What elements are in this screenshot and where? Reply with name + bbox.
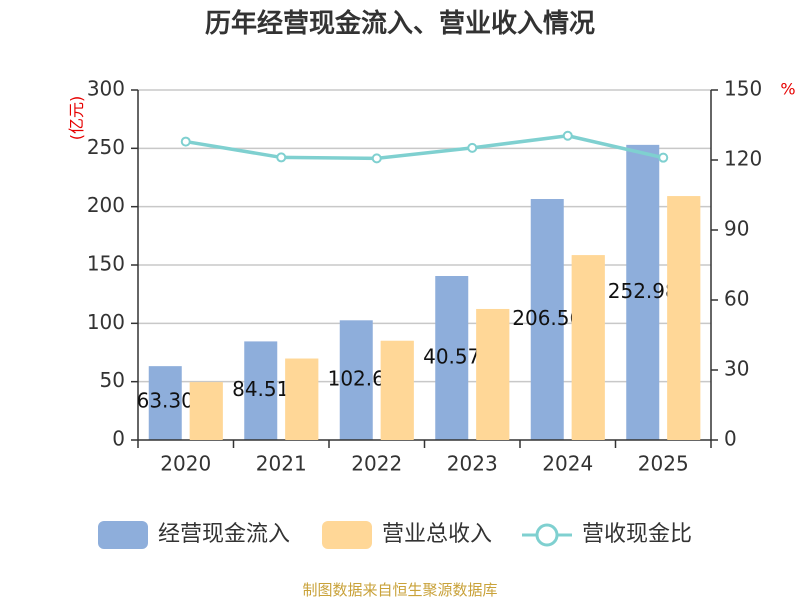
ratio-point xyxy=(658,152,669,163)
left-tick-label: 50 xyxy=(100,368,125,392)
left-tick-label: 150 xyxy=(87,252,125,276)
legend-swatch-revenue xyxy=(322,521,372,549)
legend-swatch-cash-inflow xyxy=(98,521,148,549)
left-tick-label: 0 xyxy=(112,427,125,451)
ratio-point xyxy=(467,142,478,153)
bar-data-label: 40.57 xyxy=(423,345,480,369)
x-tick-label: 2020 xyxy=(160,452,211,476)
bar-cash-inflow xyxy=(626,144,660,440)
ratio-point xyxy=(371,153,382,164)
legend-label-revenue: 营业总收入 xyxy=(382,522,492,547)
bar-revenue-overlay xyxy=(667,196,701,440)
left-axis-unit: (亿元) xyxy=(67,96,86,141)
bar-data-label: 206.56 xyxy=(512,306,582,330)
left-tick-label: 250 xyxy=(87,135,125,159)
left-tick-label: 100 xyxy=(87,310,125,334)
ratio-point xyxy=(562,130,573,141)
right-axis-unit: % xyxy=(780,80,795,99)
source-note: 制图数据来自恒生聚源数据库 xyxy=(302,581,497,599)
bar-revenue-overlay xyxy=(189,382,223,440)
right-tick-label: 30 xyxy=(724,357,749,381)
chart-title: 历年经营现金流入、营业收入情况 xyxy=(205,8,595,39)
grid-lines xyxy=(138,89,711,383)
right-tick-label: 0 xyxy=(724,427,737,451)
right-tick-label: 150 xyxy=(724,77,762,101)
bar-cash-inflow xyxy=(435,276,469,440)
bar-data-label: 102.6 xyxy=(328,367,385,391)
x-tick-label: 2022 xyxy=(351,452,402,476)
legend-marker-ratio xyxy=(535,523,559,547)
bar-cash-inflow xyxy=(244,341,278,440)
legend: 经营现金流入 营业总收入 营收现金比 xyxy=(98,521,692,549)
bar-data-label: 252.98 xyxy=(608,279,678,303)
left-tick-label: 200 xyxy=(87,193,125,217)
bar-revenue-overlay xyxy=(476,308,510,440)
bar-data-label: 84.51 xyxy=(232,377,289,401)
legend-label-cash-inflow: 经营现金流入 xyxy=(158,522,290,547)
bar-cash-inflow xyxy=(530,199,564,440)
bar-data-label: 63.30 xyxy=(137,389,194,413)
x-tick-label: 2025 xyxy=(638,452,689,476)
right-tick-label: 60 xyxy=(724,287,749,311)
x-tick-label: 2023 xyxy=(447,452,498,476)
bar-cash-inflow xyxy=(339,320,373,440)
left-tick-label: 300 xyxy=(87,77,125,101)
bar-revenue-overlay xyxy=(285,358,319,440)
right-tick-label: 90 xyxy=(724,217,749,241)
legend-label-ratio: 营收现金比 xyxy=(582,522,692,547)
ratio-line xyxy=(180,130,669,164)
data-labels: 63.30 84.51 102.6 40.57 206.56 252.98 xyxy=(137,196,701,440)
ratio-point xyxy=(276,152,287,163)
ratio-line-path xyxy=(185,133,664,161)
x-tick-label: 2024 xyxy=(542,452,593,476)
right-tick-label: 120 xyxy=(724,147,762,171)
bar-revenue-overlay xyxy=(571,255,605,440)
axes: 0 50 100 150 200 250 300 0 30 60 90 120 150 2020 2021 2… xyxy=(87,77,762,476)
bar-cash-inflow xyxy=(148,366,182,440)
ratio-point xyxy=(180,136,191,147)
x-tick-label: 2021 xyxy=(256,452,307,476)
bar-revenue-overlay xyxy=(380,340,414,440)
